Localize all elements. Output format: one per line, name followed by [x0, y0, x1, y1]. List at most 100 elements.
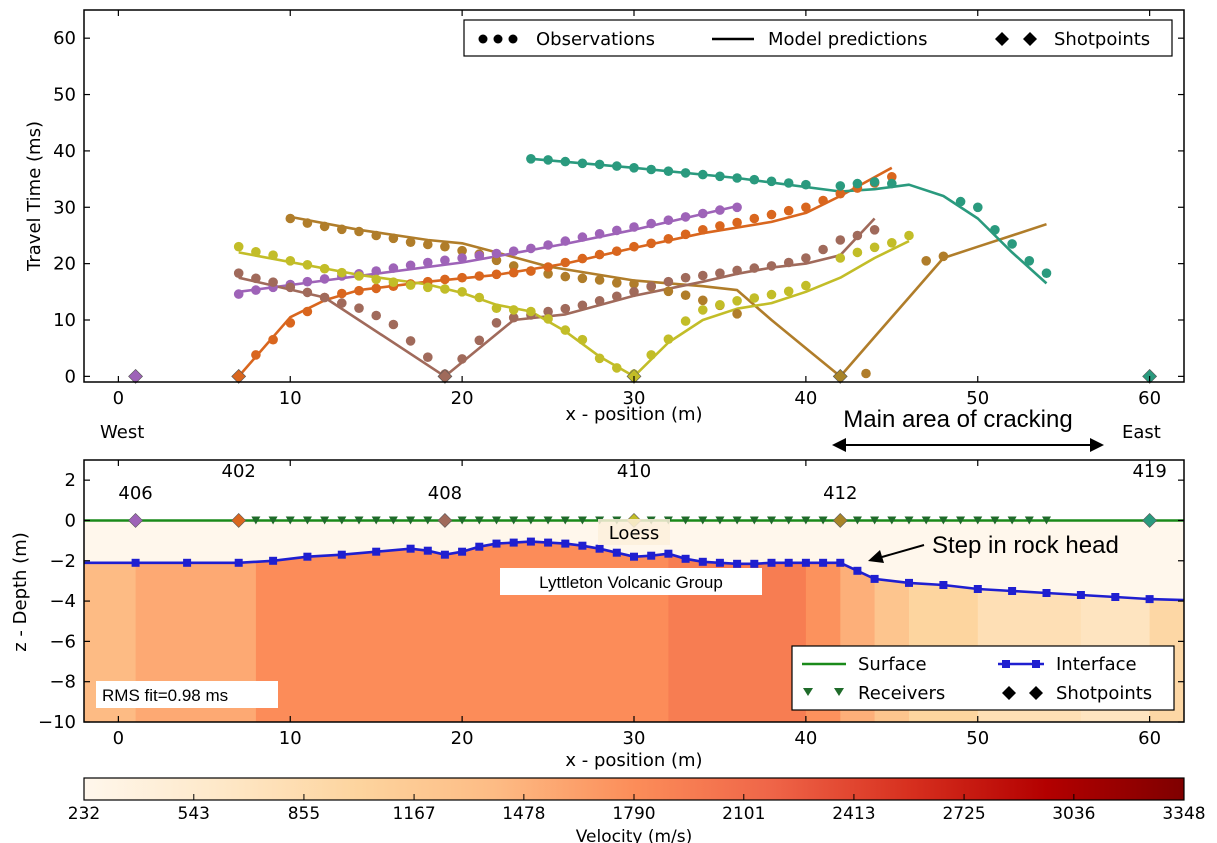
observation-point: [783, 257, 794, 268]
x-tick-label: 30: [623, 388, 646, 409]
observation-point: [371, 274, 382, 285]
interface-marker: [423, 546, 432, 555]
y-tick-label: −6: [49, 631, 76, 652]
interface-marker: [853, 566, 862, 575]
observation-point: [715, 221, 725, 231]
legend-observations-label: Observations: [536, 29, 655, 50]
observation-point: [938, 251, 949, 262]
observation-point: [337, 267, 347, 278]
observation-point: [732, 173, 742, 183]
legend-shotpoints-label: Shotpoints: [1056, 683, 1152, 704]
interface-marker: [1111, 593, 1120, 601]
observation-point: [698, 225, 708, 235]
y-tick-label: 50: [53, 85, 76, 106]
observation-point: [371, 230, 382, 241]
observation-point: [663, 234, 674, 244]
observation-point: [491, 269, 502, 280]
receiver-marker: [904, 516, 914, 525]
observation-point: [251, 247, 261, 257]
interface-marker: [973, 585, 982, 593]
observation-point: [663, 334, 674, 345]
observation-point: [354, 226, 364, 237]
observation-point: [698, 169, 708, 180]
y-tick-label: 0: [65, 510, 76, 531]
observation-point: [835, 235, 846, 245]
observation-point: [869, 177, 880, 187]
observation-point: [612, 363, 622, 373]
observation-point: [577, 232, 588, 242]
interface-marker: [183, 558, 192, 567]
observation-point: [612, 291, 622, 302]
observation-point: [594, 159, 605, 170]
receiver-marker: [371, 516, 381, 525]
legend-frame: [463, 19, 1173, 57]
receiver-marker: [938, 516, 948, 525]
observation-point: [577, 273, 588, 284]
observation-point: [715, 300, 725, 310]
observation-point: [285, 255, 296, 266]
observation-point: [732, 309, 742, 319]
observation-point: [302, 260, 313, 270]
observation-point: [319, 221, 330, 232]
shotpoint-label: 408: [428, 483, 462, 504]
shotpoint-marker: [437, 513, 453, 528]
receiver-marker: [285, 516, 295, 525]
legend-interface-marker: [1032, 660, 1040, 668]
observation-point: [594, 275, 605, 285]
receiver-marker: [732, 516, 742, 525]
observation-point: [698, 208, 708, 219]
observation-point: [354, 303, 364, 314]
x-tick-label: 20: [451, 388, 474, 409]
receiver-marker: [801, 516, 811, 525]
legend-shotpoint-marker: [995, 32, 1009, 46]
interface-marker: [526, 537, 535, 546]
observation-point: [594, 353, 605, 364]
colorbar-tick-label: 3036: [1052, 804, 1095, 824]
travel-time-legend: Observations Model predictions Shotpoint…: [463, 19, 1173, 57]
receiver-marker: [543, 516, 553, 525]
observation-point: [766, 261, 777, 271]
receiver-marker: [268, 516, 278, 525]
shotpoint-marker: [832, 513, 848, 528]
rms-fit-label: RMS fit=0.98 ms: [102, 686, 228, 705]
observation-point: [526, 243, 536, 254]
interface-marker: [440, 550, 449, 559]
observation-point: [869, 242, 880, 253]
receiver-marker: [388, 516, 398, 525]
observation-point: [337, 224, 347, 235]
observation-point: [852, 247, 863, 258]
loess-label: Loess: [609, 523, 660, 544]
observation-point: [612, 246, 622, 256]
y-tick-label: 0: [65, 366, 76, 387]
observation-point: [440, 255, 450, 266]
colorbar-tick-label: 2413: [832, 804, 875, 824]
receiver-marker: [973, 516, 983, 525]
observation-point: [560, 325, 571, 335]
observation-point: [612, 278, 622, 288]
observation-point: [337, 288, 347, 299]
observation-point: [680, 212, 691, 222]
observation-point: [732, 217, 742, 228]
observation-point: [251, 273, 261, 284]
observation-point: [337, 298, 347, 308]
observation-point: [251, 350, 261, 360]
receiver-marker: [852, 516, 862, 525]
x-tick-label: 10: [279, 388, 302, 409]
interface-marker: [1076, 591, 1085, 599]
observation-point: [457, 245, 467, 256]
interface-marker: [234, 558, 243, 567]
observation-point: [594, 249, 605, 260]
interface-marker: [870, 574, 879, 583]
observation-point: [680, 290, 691, 301]
interface-marker: [269, 556, 278, 565]
observation-point: [646, 218, 656, 229]
interface-marker: [905, 578, 913, 587]
legend-interface-label: Interface: [1056, 654, 1137, 675]
interface-marker: [595, 544, 604, 553]
receiver-marker: [423, 516, 433, 525]
observation-point: [577, 334, 588, 345]
x-tick-label: 50: [966, 728, 989, 749]
observation-point: [749, 263, 760, 273]
receiver-marker: [354, 516, 364, 525]
receiver-marker: [320, 516, 330, 525]
